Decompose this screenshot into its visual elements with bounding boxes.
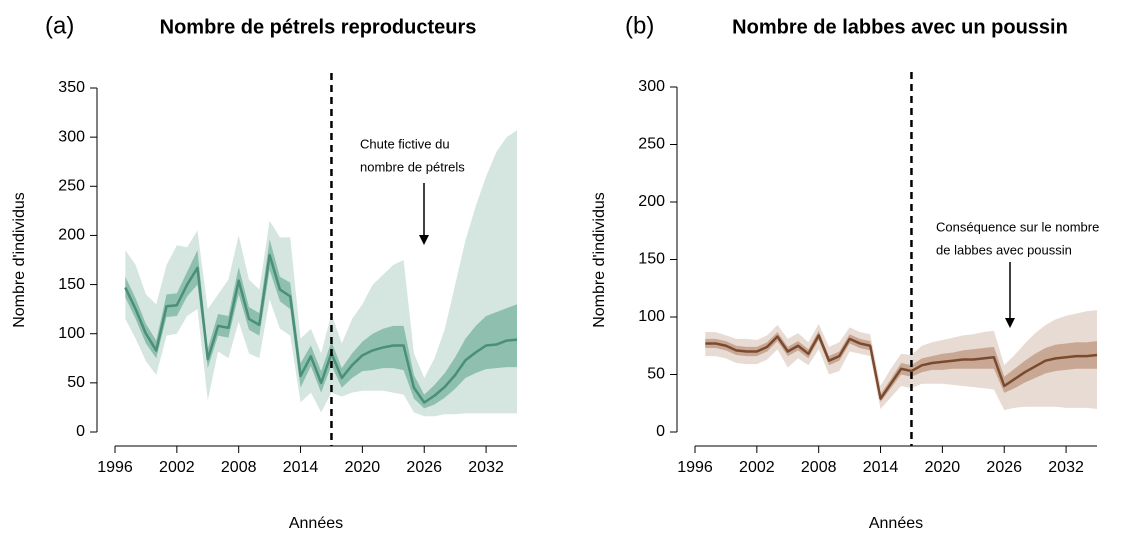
- x-axis-label: Années: [869, 515, 923, 532]
- y-tick-label: 150: [638, 251, 665, 268]
- x-tick-label: 2026: [406, 459, 442, 476]
- x-tick-label: 2002: [159, 459, 195, 476]
- y-tick-label: 350: [58, 79, 85, 96]
- annotation: Conséquence sur le nombre: [936, 219, 1099, 234]
- x-tick-label: 2014: [283, 459, 319, 476]
- annotation: Chute fictive du: [360, 136, 450, 151]
- y-tick-label: 250: [638, 136, 665, 153]
- y-tick-label: 300: [638, 78, 665, 95]
- x-tick-label: 1996: [677, 459, 713, 476]
- y-tick-label: 200: [58, 227, 85, 244]
- band: [705, 310, 1097, 411]
- x-tick-label: 1996: [97, 459, 133, 476]
- y-tick-label: 150: [58, 276, 85, 293]
- series-line: [705, 334, 1098, 400]
- y-tick-label: 200: [638, 193, 665, 210]
- x-tick-label: 2002: [739, 459, 775, 476]
- y-tick-label: 100: [638, 308, 665, 325]
- y-tick-label: 50: [67, 374, 85, 391]
- x-tick-label: 2008: [221, 459, 257, 476]
- chart-title: Nombre de labbes avec un poussin: [732, 16, 1068, 38]
- y-tick-label: 0: [656, 423, 665, 440]
- x-tick-label: 2020: [345, 459, 381, 476]
- x-axis-label: Années: [289, 515, 343, 532]
- x-tick-label: 2014: [863, 459, 899, 476]
- arrow-head: [1005, 318, 1015, 328]
- x-tick-label: 2008: [801, 459, 837, 476]
- arrow-head: [419, 235, 429, 245]
- y-tick-label: 250: [58, 178, 85, 195]
- series-line: [124, 253, 518, 404]
- x-tick-label: 2026: [986, 459, 1022, 476]
- chart-title: Nombre de pétrels reproducteurs: [160, 16, 477, 38]
- panel-label: (a): [45, 12, 74, 39]
- y-tick-label: 50: [647, 366, 665, 383]
- annotation: nombre de pétrels: [360, 159, 465, 174]
- y-axis-label: Nombre d'individus: [591, 192, 608, 328]
- y-tick-label: 300: [58, 128, 85, 145]
- x-tick-label: 2032: [468, 459, 504, 476]
- x-tick-label: 2020: [925, 459, 961, 476]
- band: [125, 130, 518, 417]
- annotation: de labbes avec poussin: [936, 242, 1072, 257]
- y-tick-label: 100: [58, 325, 85, 342]
- panel-label: (b): [625, 12, 654, 39]
- y-axis-label: Nombre d'individus: [11, 192, 28, 328]
- y-tick-label: 0: [76, 423, 85, 440]
- x-tick-label: 2032: [1048, 459, 1084, 476]
